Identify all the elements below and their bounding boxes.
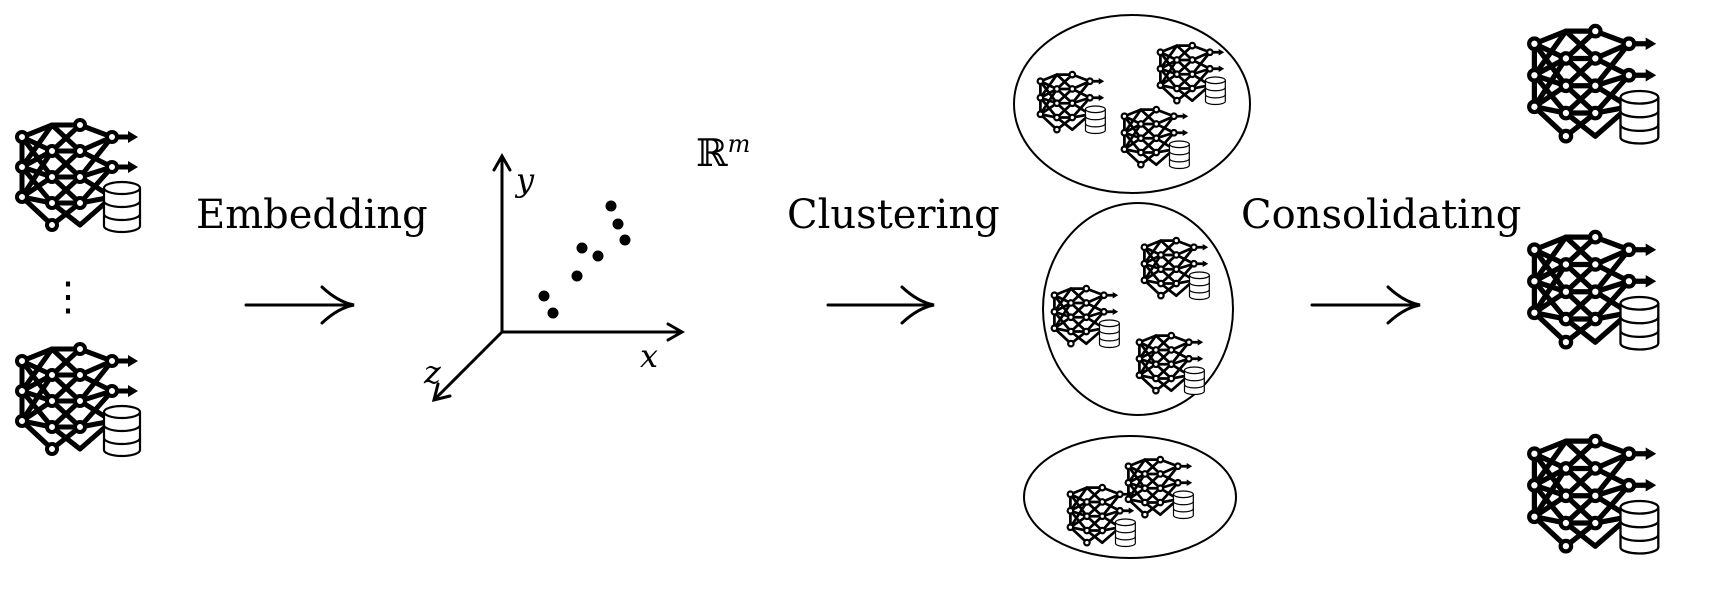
cluster-middle <box>1042 202 1234 416</box>
embedding-point <box>547 307 559 319</box>
embedding-axes <box>431 152 686 403</box>
embedding-point <box>538 290 550 302</box>
embedding-point <box>592 250 604 262</box>
cluster-bottom-model-icon <box>1066 483 1137 548</box>
input-ellipsis: ⋮ <box>48 274 88 320</box>
x-axis-label: x <box>640 337 659 375</box>
y-axis-label: y <box>516 161 535 199</box>
consolidated-model-icon-1 <box>1529 26 1658 144</box>
consolidated-model-icon-2 <box>1529 232 1658 350</box>
z-axis-label: z <box>424 353 441 391</box>
clustering-arrow <box>826 285 935 325</box>
embedding-point <box>576 242 588 254</box>
cluster-bottom-model-icon <box>1124 455 1195 520</box>
cluster-top-model-icon <box>1120 105 1191 170</box>
cluster-top <box>1013 14 1251 194</box>
space-base: ℝ <box>696 131 728 175</box>
embedding-label: Embedding <box>196 192 428 238</box>
cluster-top-model-icon <box>1156 41 1227 106</box>
space-exponent: m <box>727 130 751 158</box>
input-model-icon-bottom <box>17 344 140 456</box>
embedding-point <box>612 218 624 230</box>
clustering-label: Clustering <box>787 192 1000 238</box>
cluster-bottom <box>1023 435 1237 559</box>
cluster-top-model-icon <box>1036 70 1107 135</box>
embedding-space-label: ℝm <box>696 132 750 172</box>
cluster-middle-model-icon <box>1135 331 1206 396</box>
embedding-point <box>605 200 617 212</box>
embedding-points <box>538 200 631 319</box>
embedding-point <box>619 234 631 246</box>
input-model-icon-top <box>17 120 140 232</box>
consolidating-label: Consolidating <box>1241 192 1522 238</box>
embedding-point <box>571 270 583 282</box>
embedding-arrow <box>244 285 355 325</box>
cluster-middle-model-icon <box>1140 236 1211 301</box>
consolidated-model-icon-3 <box>1529 436 1658 554</box>
consolidating-arrow <box>1310 285 1421 325</box>
cluster-middle-model-icon <box>1050 284 1121 349</box>
